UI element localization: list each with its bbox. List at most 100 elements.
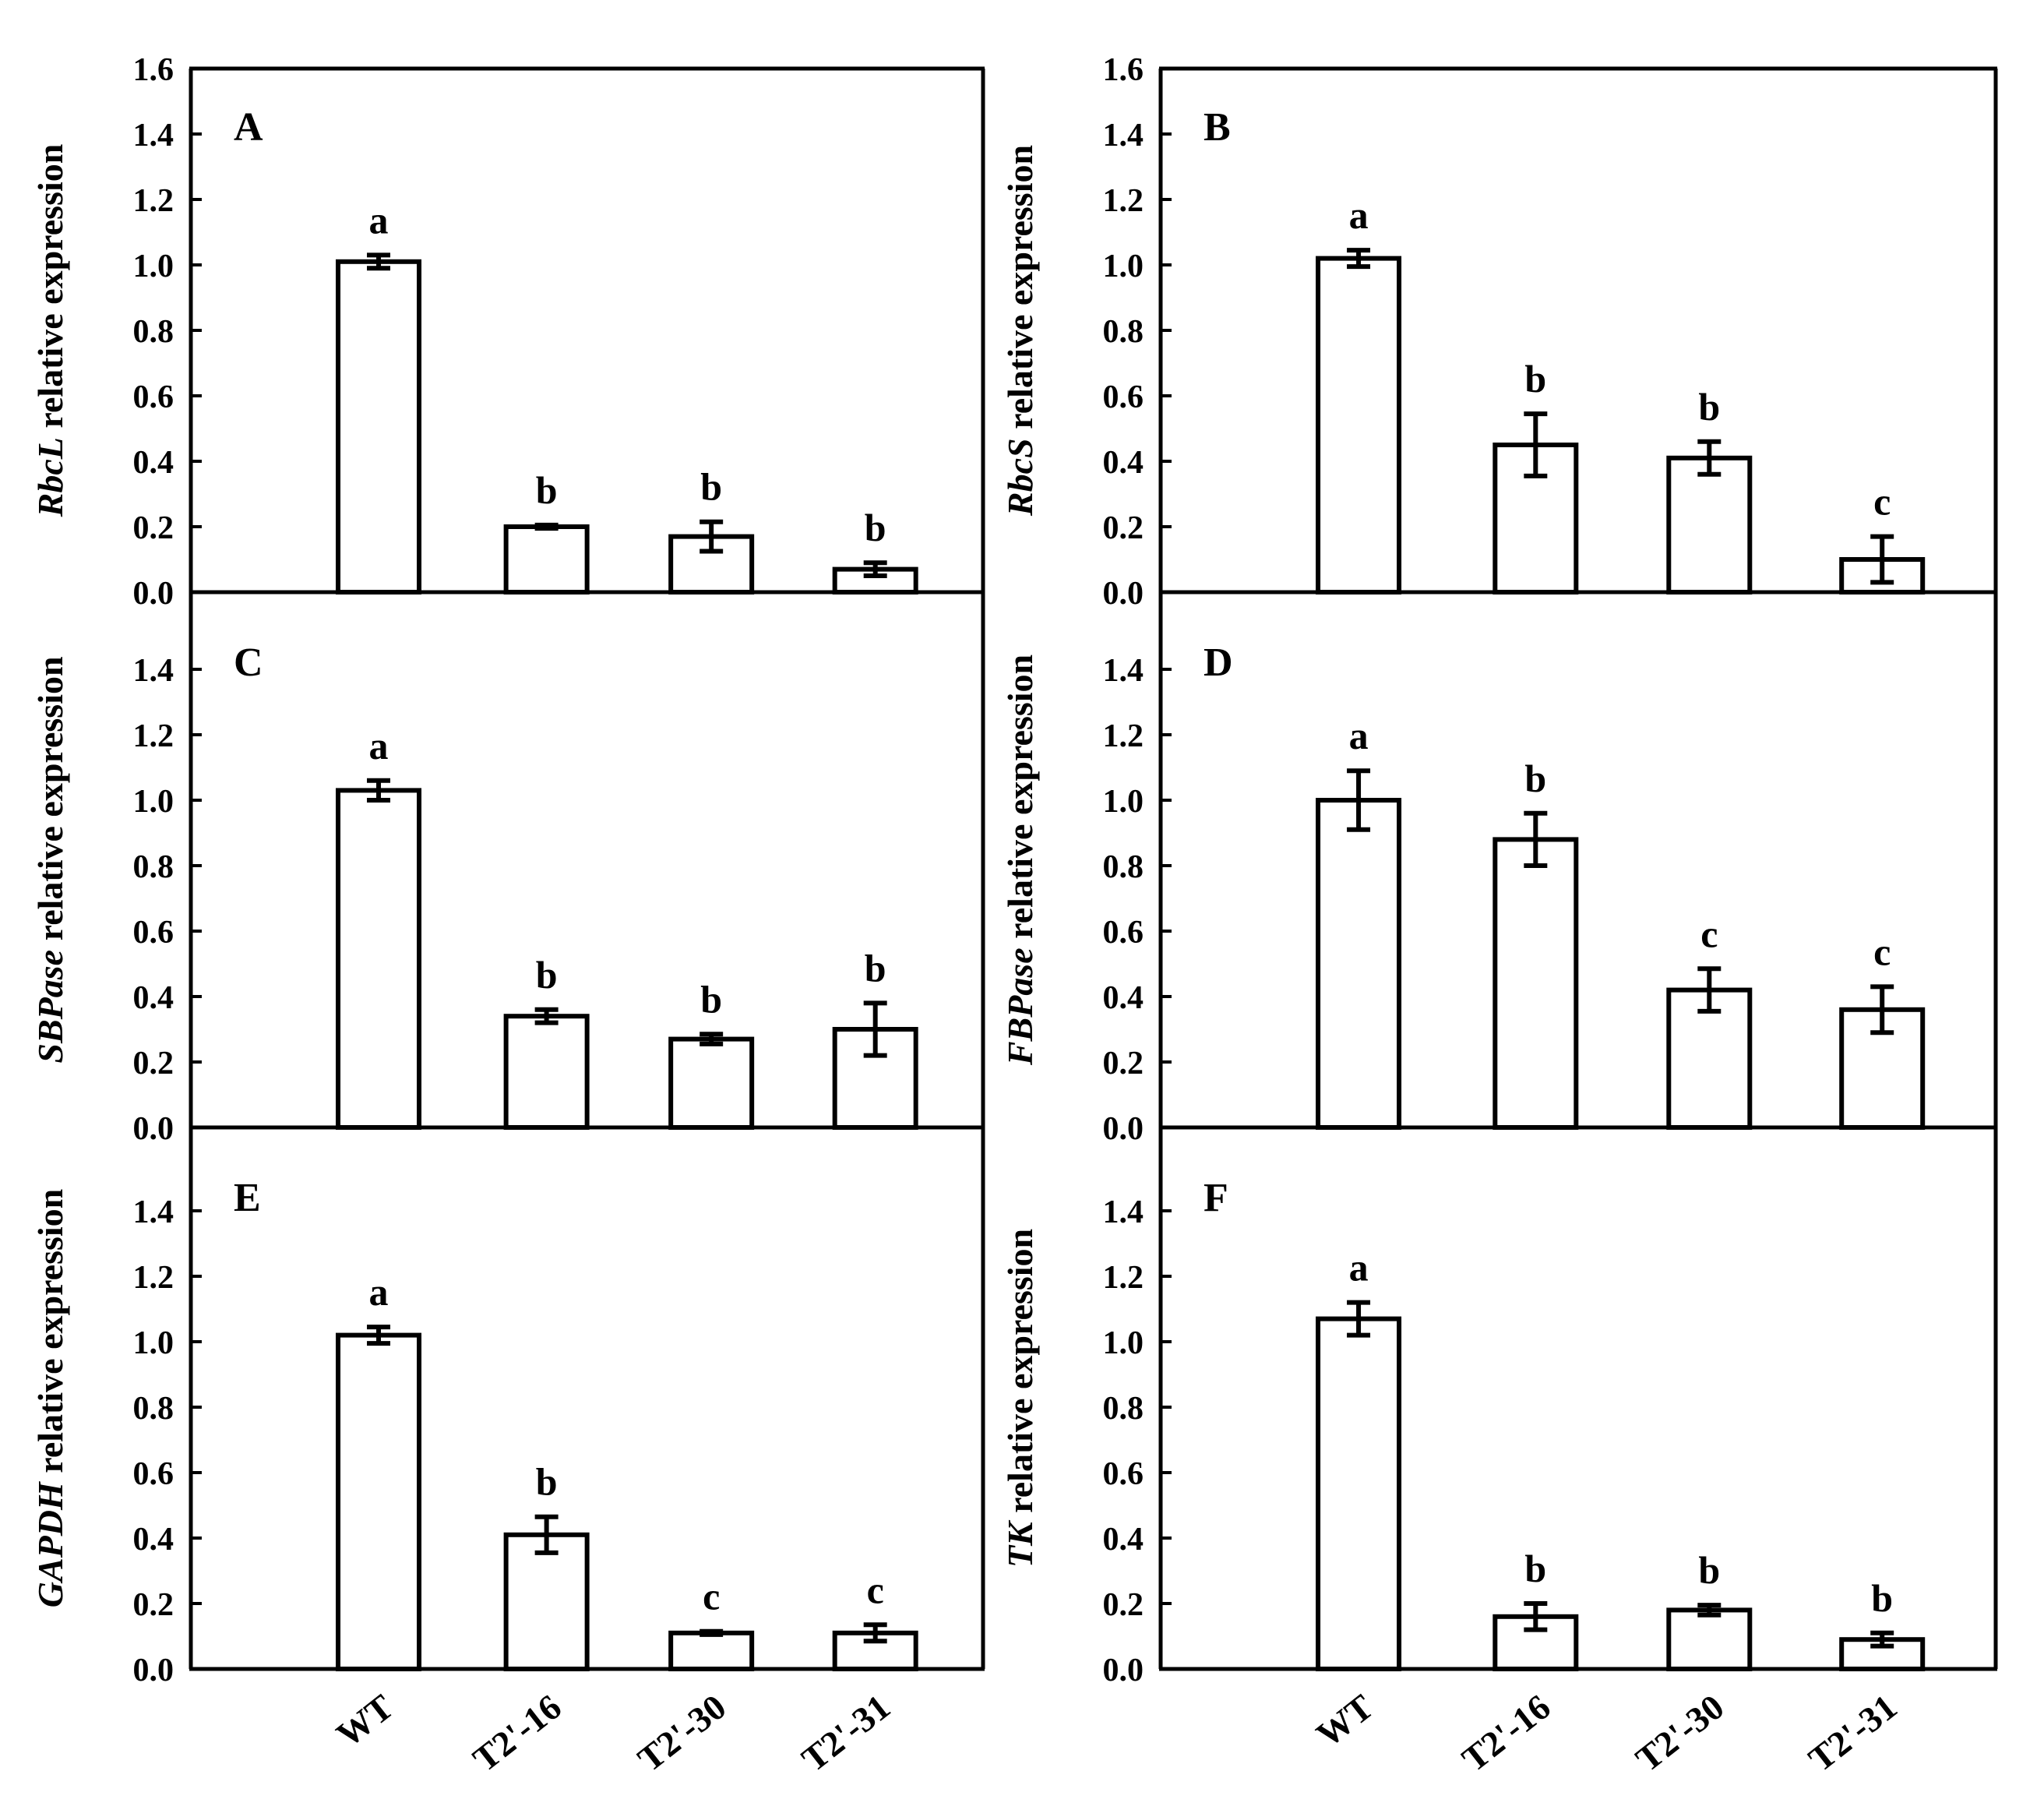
- y-axis-label-gene: RbcS: [1000, 438, 1040, 517]
- x-tick-label: T2'-30: [1628, 1687, 1731, 1780]
- significance-letter: b: [700, 977, 722, 1021]
- y-tick-label: 0.6: [133, 379, 174, 415]
- panel-b: 0.0 0.2 0.4 0.6 0.8 1.0 1.2 1.4 1.6 RbcS relative…: [1000, 52, 1998, 612]
- bar-t2-30: [1666, 1607, 1753, 1671]
- significance-letter: c: [1873, 480, 1891, 524]
- x-tick-label: T2'-30: [630, 1687, 733, 1780]
- bar-t2-30: [668, 1630, 755, 1672]
- y-tick-label: 0.2: [1103, 1587, 1144, 1623]
- significance-letter: a: [369, 1270, 389, 1314]
- significance-letter: c: [1873, 930, 1891, 973]
- y-tick-label: 0.4: [133, 980, 174, 1016]
- y-tick-label: 1.0: [133, 1325, 174, 1361]
- y-tick-label: 0.4: [1103, 445, 1144, 481]
- panel-letter: C: [234, 640, 263, 685]
- y-tick-label: 1.4: [1103, 118, 1144, 153]
- y-tick-label: 0.8: [1103, 314, 1144, 350]
- y-tick-label: 0.6: [1103, 379, 1144, 415]
- x-tick-label: WT: [1309, 1687, 1380, 1755]
- y-axis-label-suffix: relative expression: [30, 144, 70, 437]
- significance-letter: b: [1871, 1576, 1893, 1620]
- significance-letter: b: [1698, 385, 1720, 429]
- panel-f: 0.0 0.2 0.4 0.6 0.8 1.0 1.2 1.4 TK relative expr…: [1000, 1127, 1998, 1780]
- bar-wt: [336, 1332, 422, 1671]
- x-tick-label: T2'-16: [466, 1687, 569, 1780]
- y-tick-label: 1.2: [133, 1260, 174, 1296]
- bar-t2-30: [668, 1036, 755, 1130]
- panel-letter: B: [1203, 105, 1231, 150]
- y-tick-label: 0.2: [1103, 1046, 1144, 1081]
- bar-wt: [1316, 798, 1402, 1130]
- bar-t2-16: [1492, 837, 1579, 1131]
- y-tick-label: 1.0: [1103, 1325, 1144, 1361]
- bar-wt: [336, 788, 422, 1131]
- bar-wt: [1316, 1316, 1402, 1671]
- x-tick-label: WT: [329, 1687, 400, 1755]
- y-tick-label: 0.2: [133, 510, 174, 546]
- y-tick-label: 0.4: [1103, 1522, 1144, 1558]
- significance-letter: a: [369, 198, 389, 242]
- y-tick-label: 0.0: [133, 1653, 174, 1688]
- significance-letter: a: [1349, 1246, 1369, 1290]
- significance-letter: b: [1524, 1547, 1546, 1590]
- significance-letter: c: [703, 1575, 720, 1618]
- bar-wt: [336, 259, 422, 594]
- y-axis-label-suffix: relative expression: [30, 1189, 70, 1482]
- significance-letter: b: [865, 946, 886, 990]
- y-tick-label: 1.0: [133, 784, 174, 820]
- y-axis-label-suffix: relative expression: [30, 656, 70, 949]
- y-tick-label: 0.6: [1103, 915, 1144, 951]
- bar-t2-16: [503, 524, 590, 594]
- y-tick-label: 1.6: [133, 52, 174, 88]
- y-tick-label: 1.2: [1103, 1260, 1144, 1296]
- panel-e: 0.0 0.2 0.4 0.6 0.8 1.0 1.2 1.4 GAPDH relative e…: [30, 1127, 985, 1780]
- y-axis-label-gene: FBPase: [1000, 947, 1040, 1066]
- significance-letter: b: [1698, 1548, 1720, 1592]
- y-axis-label: RbcS relative expression: [1000, 145, 1040, 517]
- y-axis-label-gene: TK: [1000, 1519, 1040, 1568]
- panel-letter: D: [1203, 640, 1233, 685]
- y-tick-label: 0.6: [1103, 1456, 1144, 1492]
- y-tick-label: 1.2: [133, 183, 174, 219]
- y-tick-label: 0.6: [133, 1456, 174, 1492]
- y-tick-label: 0.8: [133, 314, 174, 350]
- y-tick-label: 1.6: [1103, 52, 1144, 88]
- y-tick-label: 0.2: [133, 1046, 174, 1081]
- y-tick-label: 0.0: [1103, 1111, 1144, 1147]
- y-axis-label: SBPase relative expression: [30, 656, 70, 1063]
- bar-t2-30: [1666, 455, 1753, 594]
- significance-letter: a: [369, 724, 389, 767]
- y-axis-label-suffix: relative expression: [1000, 145, 1040, 438]
- y-tick-label: 1.4: [1103, 653, 1144, 689]
- significance-letter: b: [1524, 757, 1546, 800]
- significance-letter: b: [865, 506, 886, 549]
- y-axis-label-gene: SBPase: [30, 950, 70, 1064]
- y-tick-label: 0.0: [1103, 1653, 1144, 1688]
- y-axis-label-suffix: relative expression: [1000, 654, 1040, 947]
- bar-t2-31: [832, 1027, 918, 1130]
- y-axis-label: GAPDH relative expression: [30, 1189, 70, 1607]
- panel-d: 0.0 0.2 0.4 0.6 0.8 1.0 1.2 1.4 FBPase relative …: [1000, 592, 1998, 1147]
- y-axis-label: RbcL relative expression: [30, 144, 70, 518]
- y-tick-label: 1.4: [133, 1194, 174, 1230]
- y-tick-label: 0.0: [1103, 576, 1144, 612]
- bar-t2-16: [503, 1532, 590, 1672]
- y-tick-label: 0.4: [1103, 980, 1144, 1016]
- significance-letter: c: [867, 1568, 884, 1611]
- y-axis-label-gene: RbcL: [30, 437, 70, 517]
- y-axis-label-gene: GAPDH: [30, 1481, 70, 1607]
- y-tick-label: 1.2: [1103, 718, 1144, 754]
- x-tick-label: T2'-31: [1801, 1687, 1904, 1780]
- significance-letter: b: [536, 1460, 558, 1504]
- x-tick-label: T2'-16: [1454, 1687, 1557, 1780]
- y-tick-label: 0.6: [133, 915, 174, 951]
- y-tick-label: 1.2: [133, 718, 174, 754]
- significance-letter: a: [1349, 193, 1369, 237]
- panel-c: 0.0 0.2 0.4 0.6 0.8 1.0 1.2 1.4 SBPase relative …: [30, 592, 985, 1147]
- bar-t2-16: [503, 1014, 590, 1130]
- y-tick-label: 0.2: [133, 1587, 174, 1623]
- significance-letter: b: [536, 468, 558, 512]
- x-tick-label: T2'-31: [795, 1687, 897, 1780]
- y-axis-label: FBPase relative expression: [1000, 654, 1040, 1066]
